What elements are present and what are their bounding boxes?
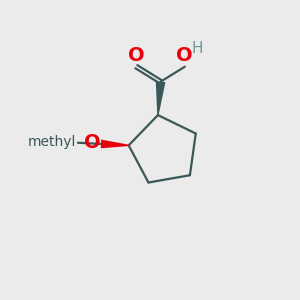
- Text: O: O: [176, 46, 193, 65]
- Text: O: O: [128, 46, 145, 65]
- Polygon shape: [101, 140, 129, 148]
- Text: O: O: [84, 133, 101, 152]
- Text: H: H: [192, 41, 203, 56]
- Polygon shape: [156, 81, 165, 115]
- Text: methyl: methyl: [28, 135, 76, 149]
